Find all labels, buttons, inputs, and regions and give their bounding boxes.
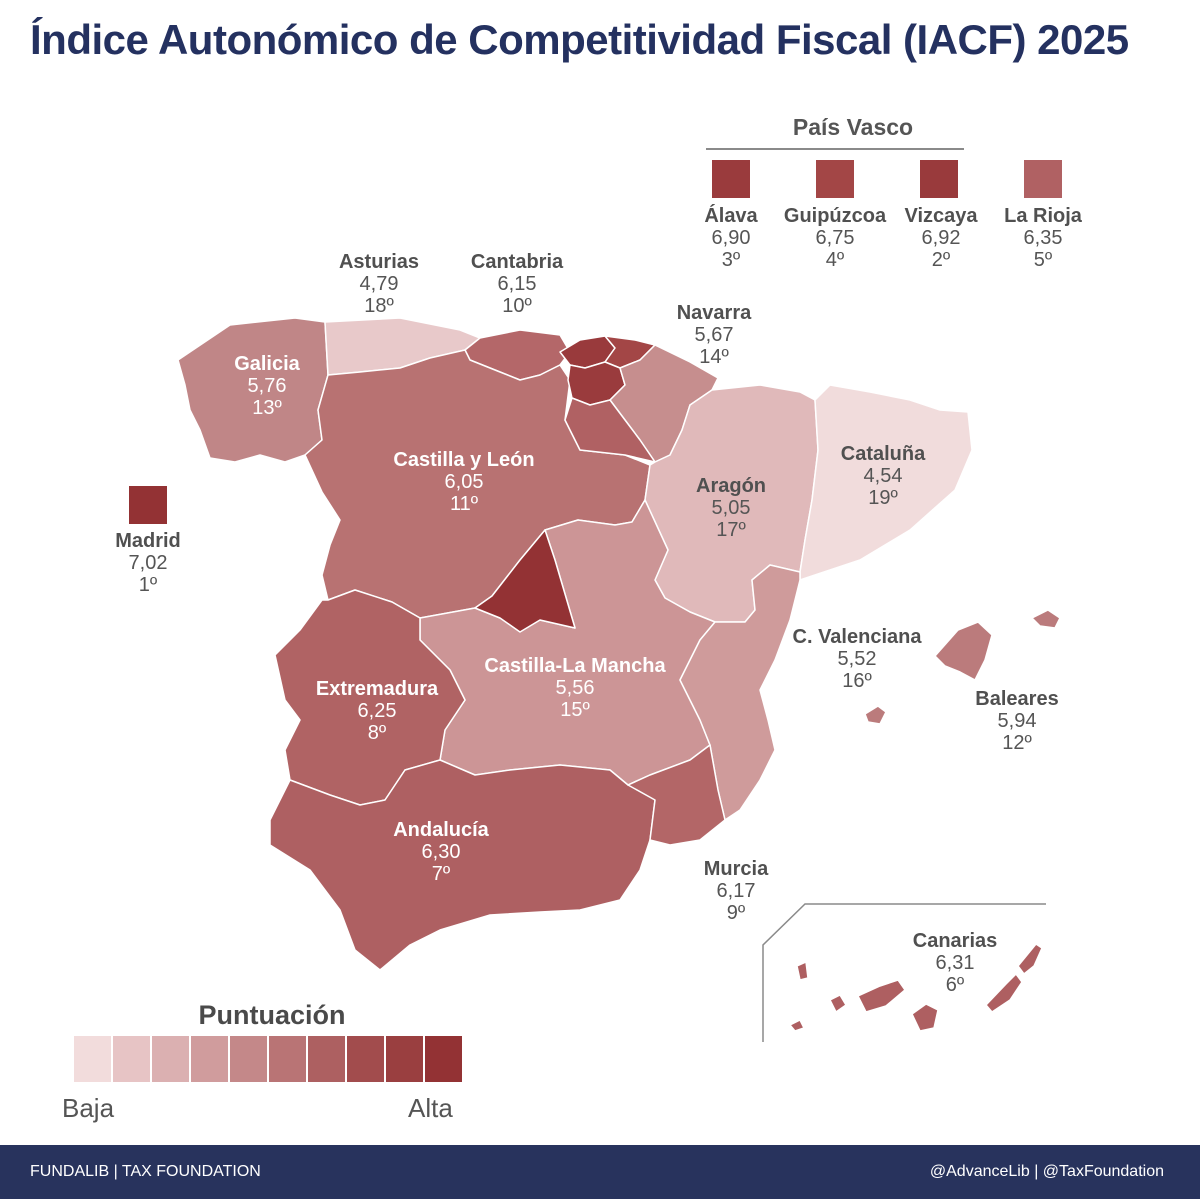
label-guipuzcoa: Guipúzcoa 6,75 4º: [783, 205, 887, 271]
legend-low-label: Baja: [62, 1093, 115, 1123]
footer-bar: FUNDALIB | TAX FOUNDATION @AdvanceLib | …: [0, 1145, 1200, 1199]
legend-step-6: [269, 1036, 306, 1082]
region-andalucia[interactable]: [269, 759, 656, 971]
label-castilla-y-leon: Castilla y León 6,05 11º: [393, 449, 535, 515]
legend-color-scale: [74, 1036, 464, 1082]
region-madrid[interactable]: [474, 529, 576, 633]
legend-step-1: [74, 1036, 111, 1082]
label-madrid: Madrid 7,02 1º: [115, 530, 181, 596]
swatch-alava: [712, 160, 750, 198]
pais-vasco-title: País Vasco: [792, 114, 914, 140]
label-andalucia: Andalucía 6,30 7º: [393, 819, 489, 885]
legend-step-9: [386, 1036, 423, 1082]
label-vizcaya: Vizcaya 6,92 2º: [904, 205, 978, 271]
swatch-la-rioja: [1024, 160, 1062, 198]
province-la-rioja[interactable]: [564, 397, 656, 463]
label-baleares: Baleares 5,94 12º: [975, 688, 1059, 754]
region-cataluna[interactable]: [799, 384, 973, 581]
map-title: Índice Autonómico de Competitividad Fisc…: [30, 16, 1129, 63]
legend-step-8: [347, 1036, 384, 1082]
region-baleares-ibiza[interactable]: [864, 705, 887, 725]
label-la-rioja: La Rioja 6,35 5º: [1004, 205, 1082, 271]
canarias-inset-frame: [762, 903, 1046, 1042]
label-navarra: Navarra 5,67 14º: [676, 302, 752, 368]
legend-high-label: Alta: [408, 1093, 453, 1123]
label-asturias: Asturias 4,79 18º: [338, 251, 420, 317]
region-canarias[interactable]: [789, 943, 1043, 1032]
pais-vasco-divider: [706, 148, 964, 150]
label-galicia: Galicia 5,76 13º: [234, 353, 300, 419]
legend-step-2: [113, 1036, 150, 1082]
label-alava: Álava 6,90 3º: [704, 205, 758, 271]
label-murcia: Murcia 6,17 9º: [703, 858, 769, 924]
legend-title: Puntuación: [198, 1000, 346, 1030]
region-c-valenciana[interactable]: [679, 564, 801, 821]
label-cantabria: Cantabria 6,15 10º: [470, 251, 564, 317]
label-canarias: Canarias 6,31 6º: [912, 930, 998, 996]
region-galicia[interactable]: [177, 317, 329, 463]
region-baleares-menorca[interactable]: [1031, 609, 1061, 629]
label-c-valenciana: C. Valenciana 5,52 16º: [792, 626, 922, 692]
legend-step-4: [191, 1036, 228, 1082]
swatch-vizcaya: [920, 160, 958, 198]
label-cataluna: Cataluña 4,54 19º: [840, 443, 926, 509]
label-extremadura: Extremadura 6,25 8º: [315, 678, 439, 744]
swatch-guipuzcoa: [816, 160, 854, 198]
footer-social-handles: @AdvanceLib | @TaxFoundation: [929, 1163, 1164, 1180]
region-baleares[interactable]: [934, 621, 993, 681]
legend-step-7: [308, 1036, 345, 1082]
region-murcia[interactable]: [627, 744, 726, 846]
legend-step-10: [425, 1036, 462, 1082]
legend-step-5: [230, 1036, 267, 1082]
footer-credits: FUNDALIB | TAX FOUNDATION: [30, 1163, 261, 1180]
label-aragon: Aragón 5,05 17º: [696, 475, 766, 541]
label-castilla-la-mancha: Castilla-La Mancha 5,56 15º: [484, 655, 666, 721]
swatch-madrid: [129, 486, 167, 524]
legend-step-3: [152, 1036, 189, 1082]
